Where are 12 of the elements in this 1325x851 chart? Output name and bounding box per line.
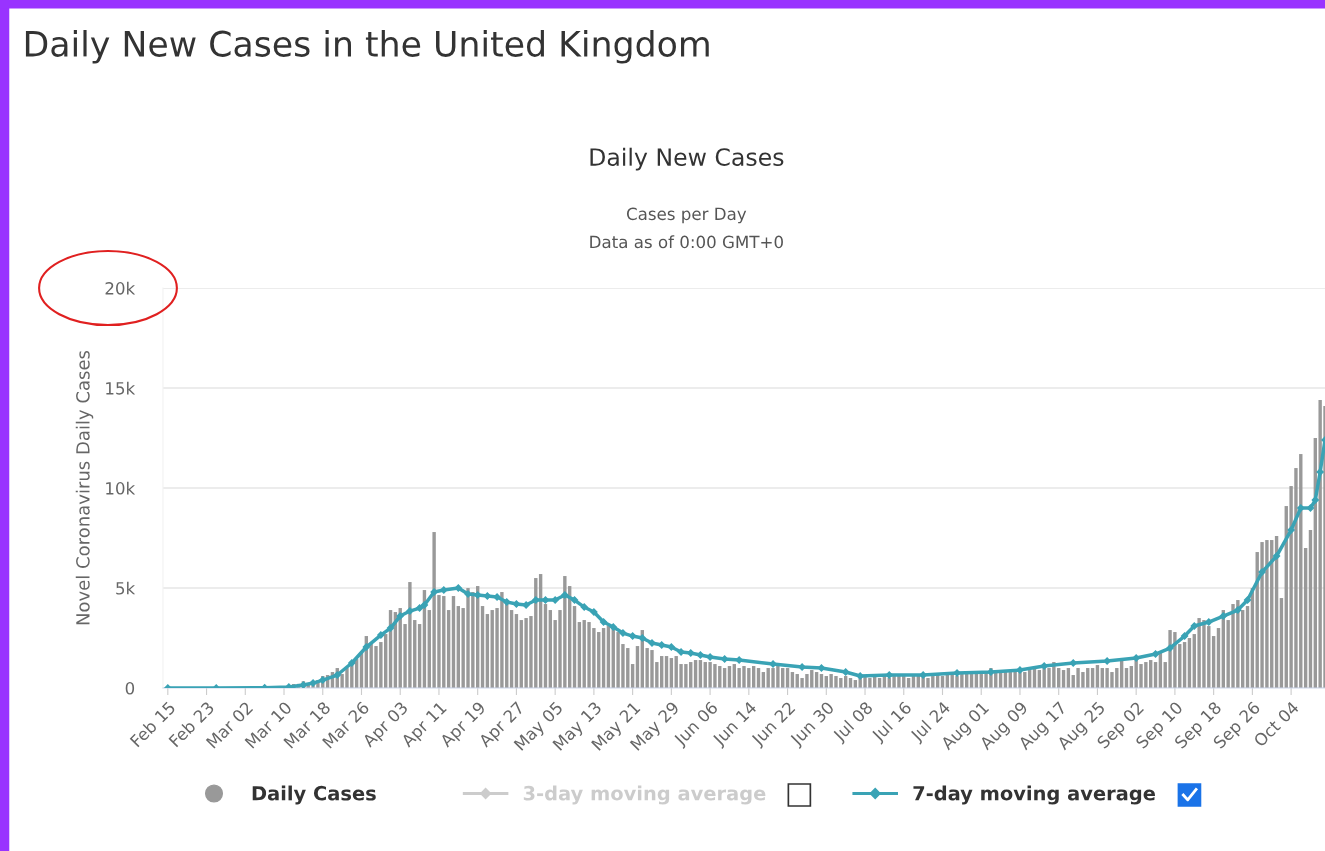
chart-subtitle: Daily New Cases [590, 147, 784, 171]
legend-label: 7-day moving average [913, 785, 1155, 805]
text: Cases per Day [626, 207, 747, 224]
chart-title: Daily New Cases in the United Kingdom [25, 30, 709, 64]
y-tick-label: 20k [105, 281, 136, 295]
text: Data as of 0:00 GMT+0 [590, 235, 783, 249]
y-tick-label: 5k [116, 581, 136, 595]
y-tick-label: 0 [125, 682, 135, 695]
y-tick-label: 15k [106, 381, 136, 395]
y-axis-title: Novel Coronavirus Daily Cases [75, 350, 94, 625]
legend-label: Daily Cases [252, 785, 376, 805]
y-tick-label: 10k [106, 481, 136, 495]
